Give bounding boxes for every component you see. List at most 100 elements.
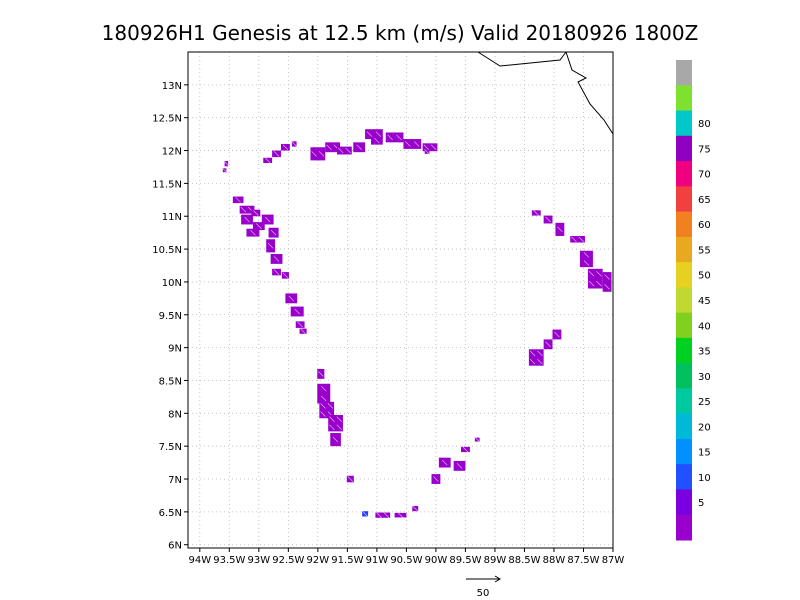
colorbar-label: 35 [698, 347, 711, 358]
colorbar-swatch [676, 514, 692, 541]
y-tick-label: 13N [162, 81, 182, 92]
y-tick-label: 7N [168, 475, 182, 486]
colorbar-swatch [676, 287, 692, 314]
wind-vector [596, 280, 602, 287]
wind-vector [282, 272, 289, 279]
colorbar-label: 10 [698, 473, 711, 484]
wind-vector [383, 512, 390, 518]
wind-vector [253, 210, 259, 216]
wind-vector [235, 197, 241, 203]
colorbar-label: 55 [698, 245, 711, 256]
colorbar-swatch [676, 413, 692, 440]
x-tick-label: 94W [188, 555, 211, 566]
wind-vector [588, 280, 595, 287]
wind-vector [366, 131, 373, 137]
wind-vector [223, 160, 230, 167]
x-tick-label: 93.5W [213, 555, 245, 566]
y-tick-label: 6N [168, 541, 182, 552]
wind-vector [297, 321, 303, 328]
vector-scale-arrow: 50 [466, 575, 501, 599]
colorbar-swatch [676, 337, 692, 364]
data-cell [365, 129, 383, 140]
wind-vector [424, 149, 430, 155]
wind-vector [250, 229, 256, 236]
y-tick-label: 6.5N [159, 508, 182, 519]
wind-vector [583, 260, 590, 266]
wind-vector [326, 144, 332, 151]
colorbar-swatch [676, 464, 692, 490]
wind-vector [264, 216, 271, 223]
wind-vector [456, 463, 463, 469]
data-cell [325, 142, 340, 153]
colorbar-swatch [676, 236, 692, 263]
wind-vector [273, 256, 280, 262]
y-tick-label: 8.5N [159, 376, 182, 387]
wind-vector [291, 141, 297, 147]
wind-vector [545, 216, 551, 223]
x-tick-label: 91W [366, 555, 389, 566]
data-cell [337, 146, 352, 155]
x-tick-label: 88W [543, 555, 566, 566]
wind-vector [244, 216, 250, 223]
wind-vector [397, 512, 404, 518]
y-tick-label: 11.5N [152, 179, 182, 190]
colorbar-swatch [676, 388, 692, 415]
wind-vector [375, 131, 382, 137]
colorbar-label: 45 [698, 296, 711, 307]
colorbar-label: 15 [698, 448, 711, 459]
wind-vector [345, 147, 351, 154]
wind-vector [474, 436, 480, 443]
colorbar-label: 20 [698, 422, 711, 433]
colorbar-label: 75 [698, 144, 711, 155]
wind-vector [583, 252, 590, 258]
wind-vector [240, 206, 247, 213]
wind-vector [533, 210, 540, 216]
wind-vector [256, 223, 262, 229]
colorbar-swatch [676, 161, 692, 187]
colorbar-label: 30 [698, 372, 711, 383]
colorbar-swatch [676, 262, 692, 288]
colorbar-swatch [676, 438, 692, 465]
wind-vector [288, 295, 295, 302]
y-tick-label: 9.5N [159, 311, 182, 322]
colorbar-swatch [676, 186, 692, 213]
wind-vector [347, 476, 354, 482]
wind-vector [529, 358, 536, 365]
colorbar-label: 50 [698, 271, 711, 282]
wind-vector [557, 226, 563, 233]
wind-vector [321, 385, 327, 392]
y-tick-label: 7.5N [159, 442, 182, 453]
y-tick-label: 8N [168, 409, 182, 420]
wind-vector [318, 151, 325, 157]
colorbar-swatch [676, 211, 692, 238]
wind-vector [396, 134, 402, 141]
wind-vector [221, 167, 228, 173]
wind-vector [336, 416, 343, 422]
data-cell [579, 250, 593, 268]
data-cell [310, 147, 326, 161]
coastline [565, 51, 614, 135]
wind-vector [282, 144, 289, 151]
colorbar-swatch [676, 489, 692, 516]
wind-vector [311, 151, 317, 157]
wind-vector [554, 331, 560, 338]
wind-vector [596, 270, 602, 277]
wind-vector [442, 459, 448, 466]
wind-vector [387, 134, 393, 141]
colorbar-swatch [676, 312, 692, 339]
wind-vector [320, 411, 326, 417]
wind-vector [294, 308, 300, 315]
colorbar-swatch [676, 60, 692, 86]
wind-vector [321, 395, 327, 402]
data-cell [570, 235, 585, 243]
wind-vector [329, 416, 335, 422]
wind-vector [264, 157, 271, 164]
wind-vector [356, 144, 362, 151]
wind-vector [588, 270, 595, 277]
wind-vector [273, 269, 280, 275]
wind-vector [320, 403, 326, 409]
colorbar: 5 10 15 20 25 30 35 40 45 50 55 60 65 70 75 80 [676, 60, 711, 541]
data-cell [602, 272, 612, 292]
wind-vector [270, 229, 277, 236]
x-tick-label: 90.5W [390, 555, 422, 566]
